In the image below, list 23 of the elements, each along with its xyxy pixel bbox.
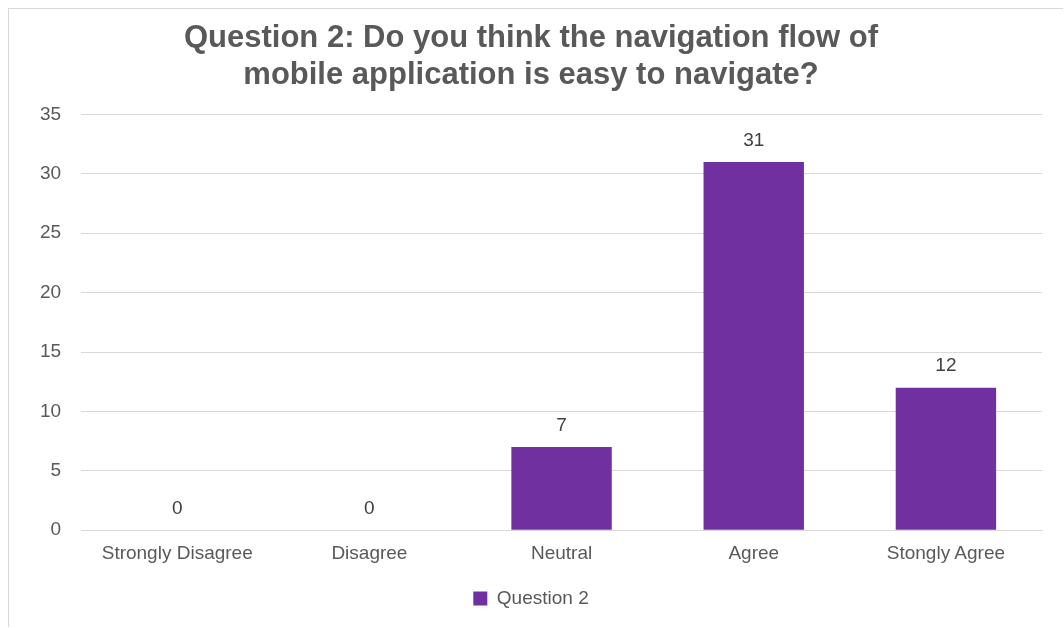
x-tick-label: Stongly Agree <box>886 541 1006 563</box>
data-label: 0 <box>364 496 375 518</box>
data-label: 7 <box>556 413 567 435</box>
y-tick-label: 35 <box>39 102 62 124</box>
y-tick-label: 25 <box>39 221 62 243</box>
y-tick-label: 20 <box>39 280 62 302</box>
y-tick-label: 0 <box>50 518 62 540</box>
bar <box>895 387 997 530</box>
x-tick-label: Disagree <box>331 541 408 563</box>
y-tick-label: 15 <box>39 340 62 362</box>
chart-title: Question 2: Do you think the navigation flow of mobile application is easy to navigate? <box>183 19 879 92</box>
y-tick-label: 30 <box>39 162 62 184</box>
data-label: 31 <box>743 128 765 150</box>
y-tick-label: 5 <box>50 459 62 481</box>
x-tick-label: Strongly Disagree <box>101 541 253 563</box>
bar <box>703 161 804 530</box>
y-tick-label: 10 <box>39 399 62 421</box>
x-tick-label: Agree <box>728 541 780 563</box>
legend-label: Question 2 <box>496 586 589 608</box>
bar <box>511 447 612 530</box>
data-label: 0 <box>171 496 183 518</box>
data-label: 12 <box>935 354 957 376</box>
x-tick-label: Neutral <box>530 541 593 563</box>
